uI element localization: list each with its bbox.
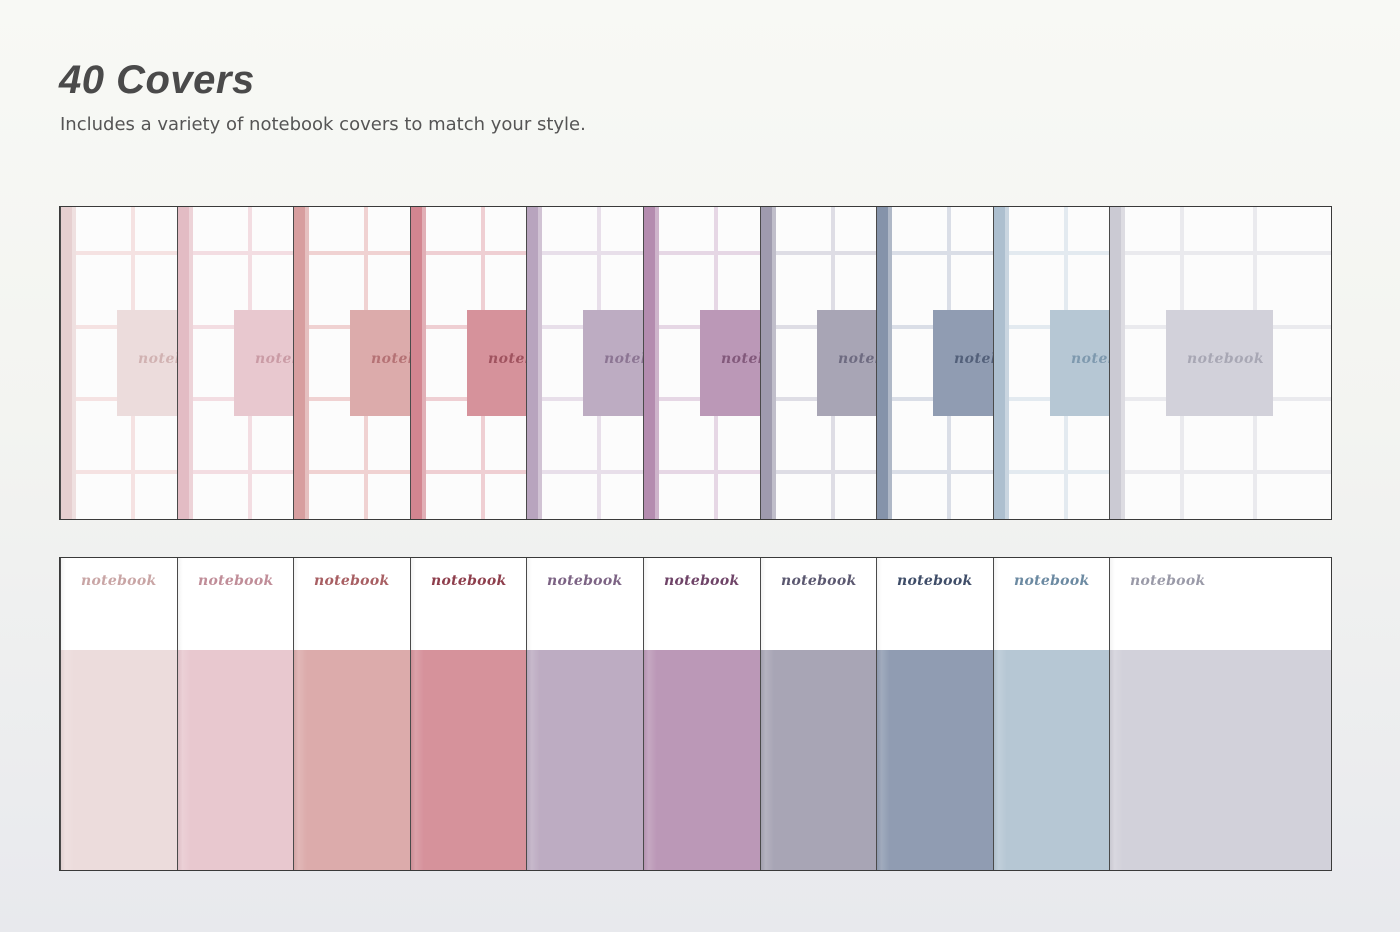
cover-spine: [643, 207, 659, 519]
cover-top: [1109, 558, 1331, 650]
grid-cover-cool-grey[interactable]: notebook: [1109, 207, 1331, 519]
cover-edge: [643, 207, 644, 519]
cover-edge: [293, 558, 294, 870]
cover-title: notebook: [198, 573, 274, 589]
cover-title: notebook: [897, 573, 973, 589]
cover-shade: [410, 558, 424, 870]
cover-edge: [876, 558, 877, 870]
cover-label-text: notebook: [1187, 351, 1265, 367]
cover-shade: [293, 558, 307, 870]
cover-edge: [643, 558, 644, 870]
cover-edge: [410, 207, 411, 519]
cover-title: notebook: [1130, 573, 1206, 589]
cover-edge: [293, 207, 294, 519]
cover-title: notebook: [547, 573, 623, 589]
cover-shade: [876, 558, 890, 870]
cover-spine: [293, 207, 309, 519]
cover-spine: [760, 207, 776, 519]
cover-label-box: [1166, 310, 1273, 416]
cover-title: notebook: [314, 573, 390, 589]
cover-edge: [526, 207, 527, 519]
cover-edge: [177, 207, 178, 519]
cover-edge: [876, 207, 877, 519]
cover-edge: [1109, 558, 1110, 870]
cover-title: notebook: [781, 573, 857, 589]
cover-title: notebook: [664, 573, 740, 589]
cover-edge: [60, 207, 61, 519]
cover-spine: [876, 207, 892, 519]
cover-edge: [993, 207, 994, 519]
cover-edge: [760, 207, 761, 519]
cover-spine: [60, 207, 76, 519]
cover-edge: [993, 558, 994, 870]
cover-shade: [993, 558, 1007, 870]
cover-shade: [760, 558, 774, 870]
cover-shade: [177, 558, 191, 870]
cover-color-block: [1109, 650, 1331, 870]
cover-shade: [526, 558, 540, 870]
cover-spine: [993, 207, 1009, 519]
cover-edge: [177, 558, 178, 870]
cover-edge: [526, 558, 527, 870]
cover-edge: [60, 558, 61, 870]
block-covers-row: notebook notebook notebook notebook notebook…: [59, 557, 1332, 871]
cover-shade: [1109, 558, 1123, 870]
page-title: 40 Covers: [59, 58, 255, 102]
cover-shade: [643, 558, 657, 870]
cover-edge: [1109, 207, 1110, 519]
cover-shade: [60, 558, 74, 870]
block-cover-cool-grey[interactable]: notebook: [1109, 558, 1331, 870]
cover-spine: [410, 207, 426, 519]
page-subtitle: Includes a variety of notebook covers to…: [60, 114, 586, 135]
cover-spine: [177, 207, 193, 519]
cover-title: notebook: [431, 573, 507, 589]
cover-edge: [760, 558, 761, 870]
cover-spine: [526, 207, 542, 519]
grid-covers-row: notebooknotebooknotebooknotebooknotebook…: [59, 206, 1332, 520]
cover-edge: [410, 558, 411, 870]
cover-title: notebook: [1014, 573, 1090, 589]
cover-title: notebook: [81, 573, 157, 589]
cover-spine: [1109, 207, 1125, 519]
